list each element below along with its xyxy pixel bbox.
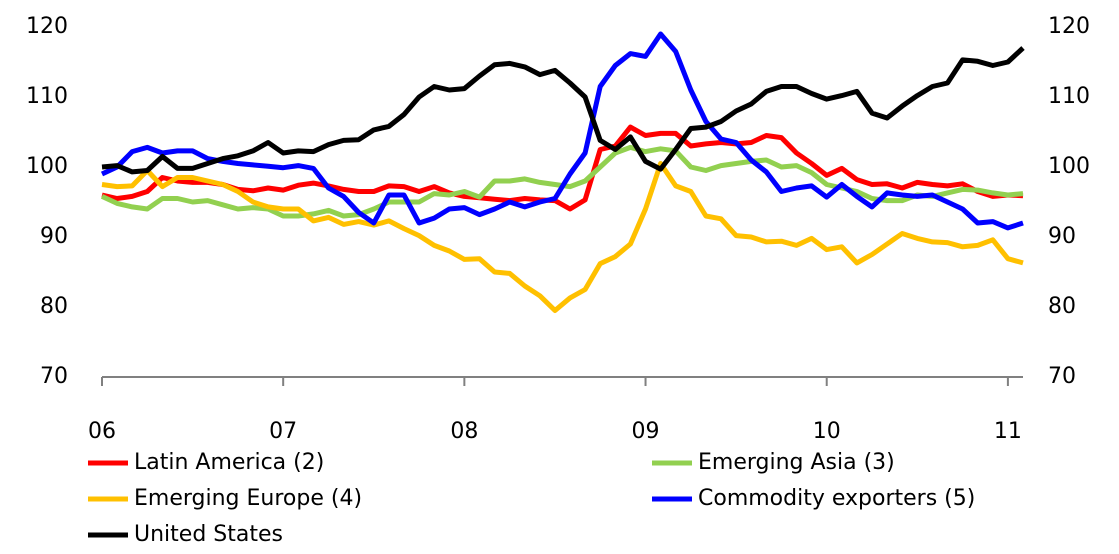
legend-label: Emerging Europe (4) [134,486,362,511]
data-line [101,161,1024,313]
x-tick-label: 11 [994,419,1022,444]
y2-tick-label: 70 [1048,364,1076,389]
y-tick-label: 120 [26,14,68,39]
y-tick-label: 110 [26,84,68,109]
legend-label: United States [134,522,283,547]
legend-label: Commodity exporters (5) [698,486,975,511]
data-line [101,46,1025,175]
y-tick-label: 90 [40,224,68,249]
x-tick-label: 10 [813,419,841,444]
y-tick-label: 100 [26,154,68,179]
y2-tick-label: 90 [1048,224,1076,249]
legend-label: Emerging Asia (3) [698,450,895,475]
x-tick-label: 07 [269,419,297,444]
data-line [100,31,1024,231]
y-tick-label: 70 [40,364,68,389]
y2-tick-label: 100 [1048,154,1090,179]
y2-tick-label: 80 [1048,294,1076,319]
x-tick-label: 06 [88,419,116,444]
x-tick-label: 09 [632,419,660,444]
data-line [101,124,1024,212]
legend-label: Latin America (2) [134,450,324,475]
y2-tick-label: 110 [1048,84,1090,109]
y2-tick-label: 120 [1048,14,1090,39]
y-tick-label: 80 [40,294,68,319]
x-tick-label: 08 [450,419,478,444]
